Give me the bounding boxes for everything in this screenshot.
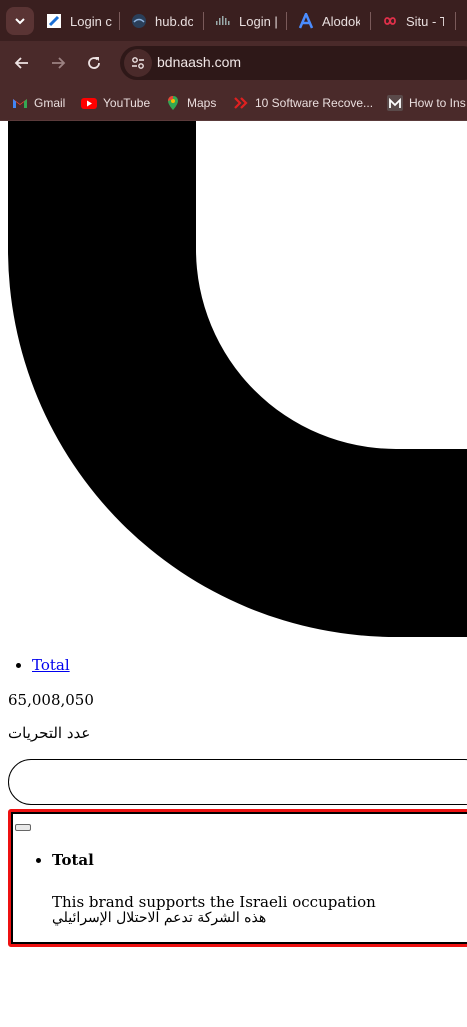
tab-strip: Login c hub.dc Login | Alodok Situ - T	[0, 0, 467, 41]
forward-button[interactable]	[46, 51, 70, 75]
total-link[interactable]: Total	[32, 656, 70, 674]
close-button[interactable]	[15, 824, 31, 831]
address-bar[interactable]: bdnaash.com	[120, 46, 467, 80]
total-nav-list: Total	[32, 656, 70, 674]
back-arrow-icon	[14, 57, 28, 69]
docker-icon	[131, 13, 147, 29]
count-label: عدد التحريات	[8, 724, 91, 742]
bookmarks-bar: Gmail YouTube Maps 10 Software Recove...…	[0, 85, 467, 121]
site-info-button[interactable]	[124, 49, 152, 77]
tab-alodokter[interactable]: Alodok	[298, 8, 360, 34]
alert-message-ar: هذه الشركة تدعم الاحتلال الإسرائيلي	[52, 910, 267, 926]
total-nav-item: Total	[32, 656, 70, 674]
search-input[interactable]	[8, 759, 467, 805]
tab-divider	[203, 12, 204, 30]
cisco-icon	[215, 13, 231, 29]
brand-logo-image	[8, 121, 467, 637]
tab-situ[interactable]: Situ - T	[382, 8, 444, 34]
bookmark-gmail[interactable]: Gmail	[12, 93, 65, 113]
forward-arrow-icon	[52, 57, 66, 69]
chevrons-icon	[233, 95, 249, 111]
tab-login-1[interactable]: Login c	[46, 8, 112, 34]
document-arrow-icon	[46, 13, 62, 29]
maps-icon	[165, 95, 181, 111]
url-text[interactable]: bdnaash.com	[157, 54, 242, 70]
alert-list: Total	[52, 851, 94, 869]
browser-toolbar: bdnaash.com	[0, 41, 467, 85]
back-button[interactable]	[10, 51, 34, 75]
infinity-icon	[382, 13, 398, 29]
page-viewport: Total 65,008,050 عدد التحريات Total This…	[0, 121, 467, 1027]
tab-search-button[interactable]	[6, 7, 34, 35]
alert-list-item: Total	[52, 851, 94, 869]
tab-divider	[119, 12, 120, 30]
chevron-down-icon	[15, 18, 25, 25]
count-value: 65,008,050	[8, 691, 94, 709]
youtube-icon	[81, 95, 97, 111]
m-icon	[387, 95, 403, 111]
bookmark-how-to[interactable]: How to Ins	[387, 93, 466, 113]
reload-button[interactable]	[82, 51, 106, 75]
bookmark-software-recovery[interactable]: 10 Software Recove...	[233, 93, 373, 113]
bookmark-maps[interactable]: Maps	[165, 93, 216, 113]
tab-login-2[interactable]: Login |	[215, 8, 277, 34]
tune-icon	[132, 57, 144, 69]
alodokter-icon	[298, 13, 314, 29]
tab-divider	[286, 12, 287, 30]
gmail-icon	[12, 95, 28, 111]
tab-hub[interactable]: hub.dc	[131, 8, 193, 34]
alert-dialog: Total This brand supports the Israeli oc…	[8, 809, 467, 947]
alert-message-en: This brand supports the Israeli occupati…	[52, 893, 376, 911]
tab-divider	[455, 12, 456, 30]
bookmark-youtube[interactable]: YouTube	[81, 93, 150, 113]
tab-divider	[370, 12, 371, 30]
reload-icon	[88, 57, 100, 69]
